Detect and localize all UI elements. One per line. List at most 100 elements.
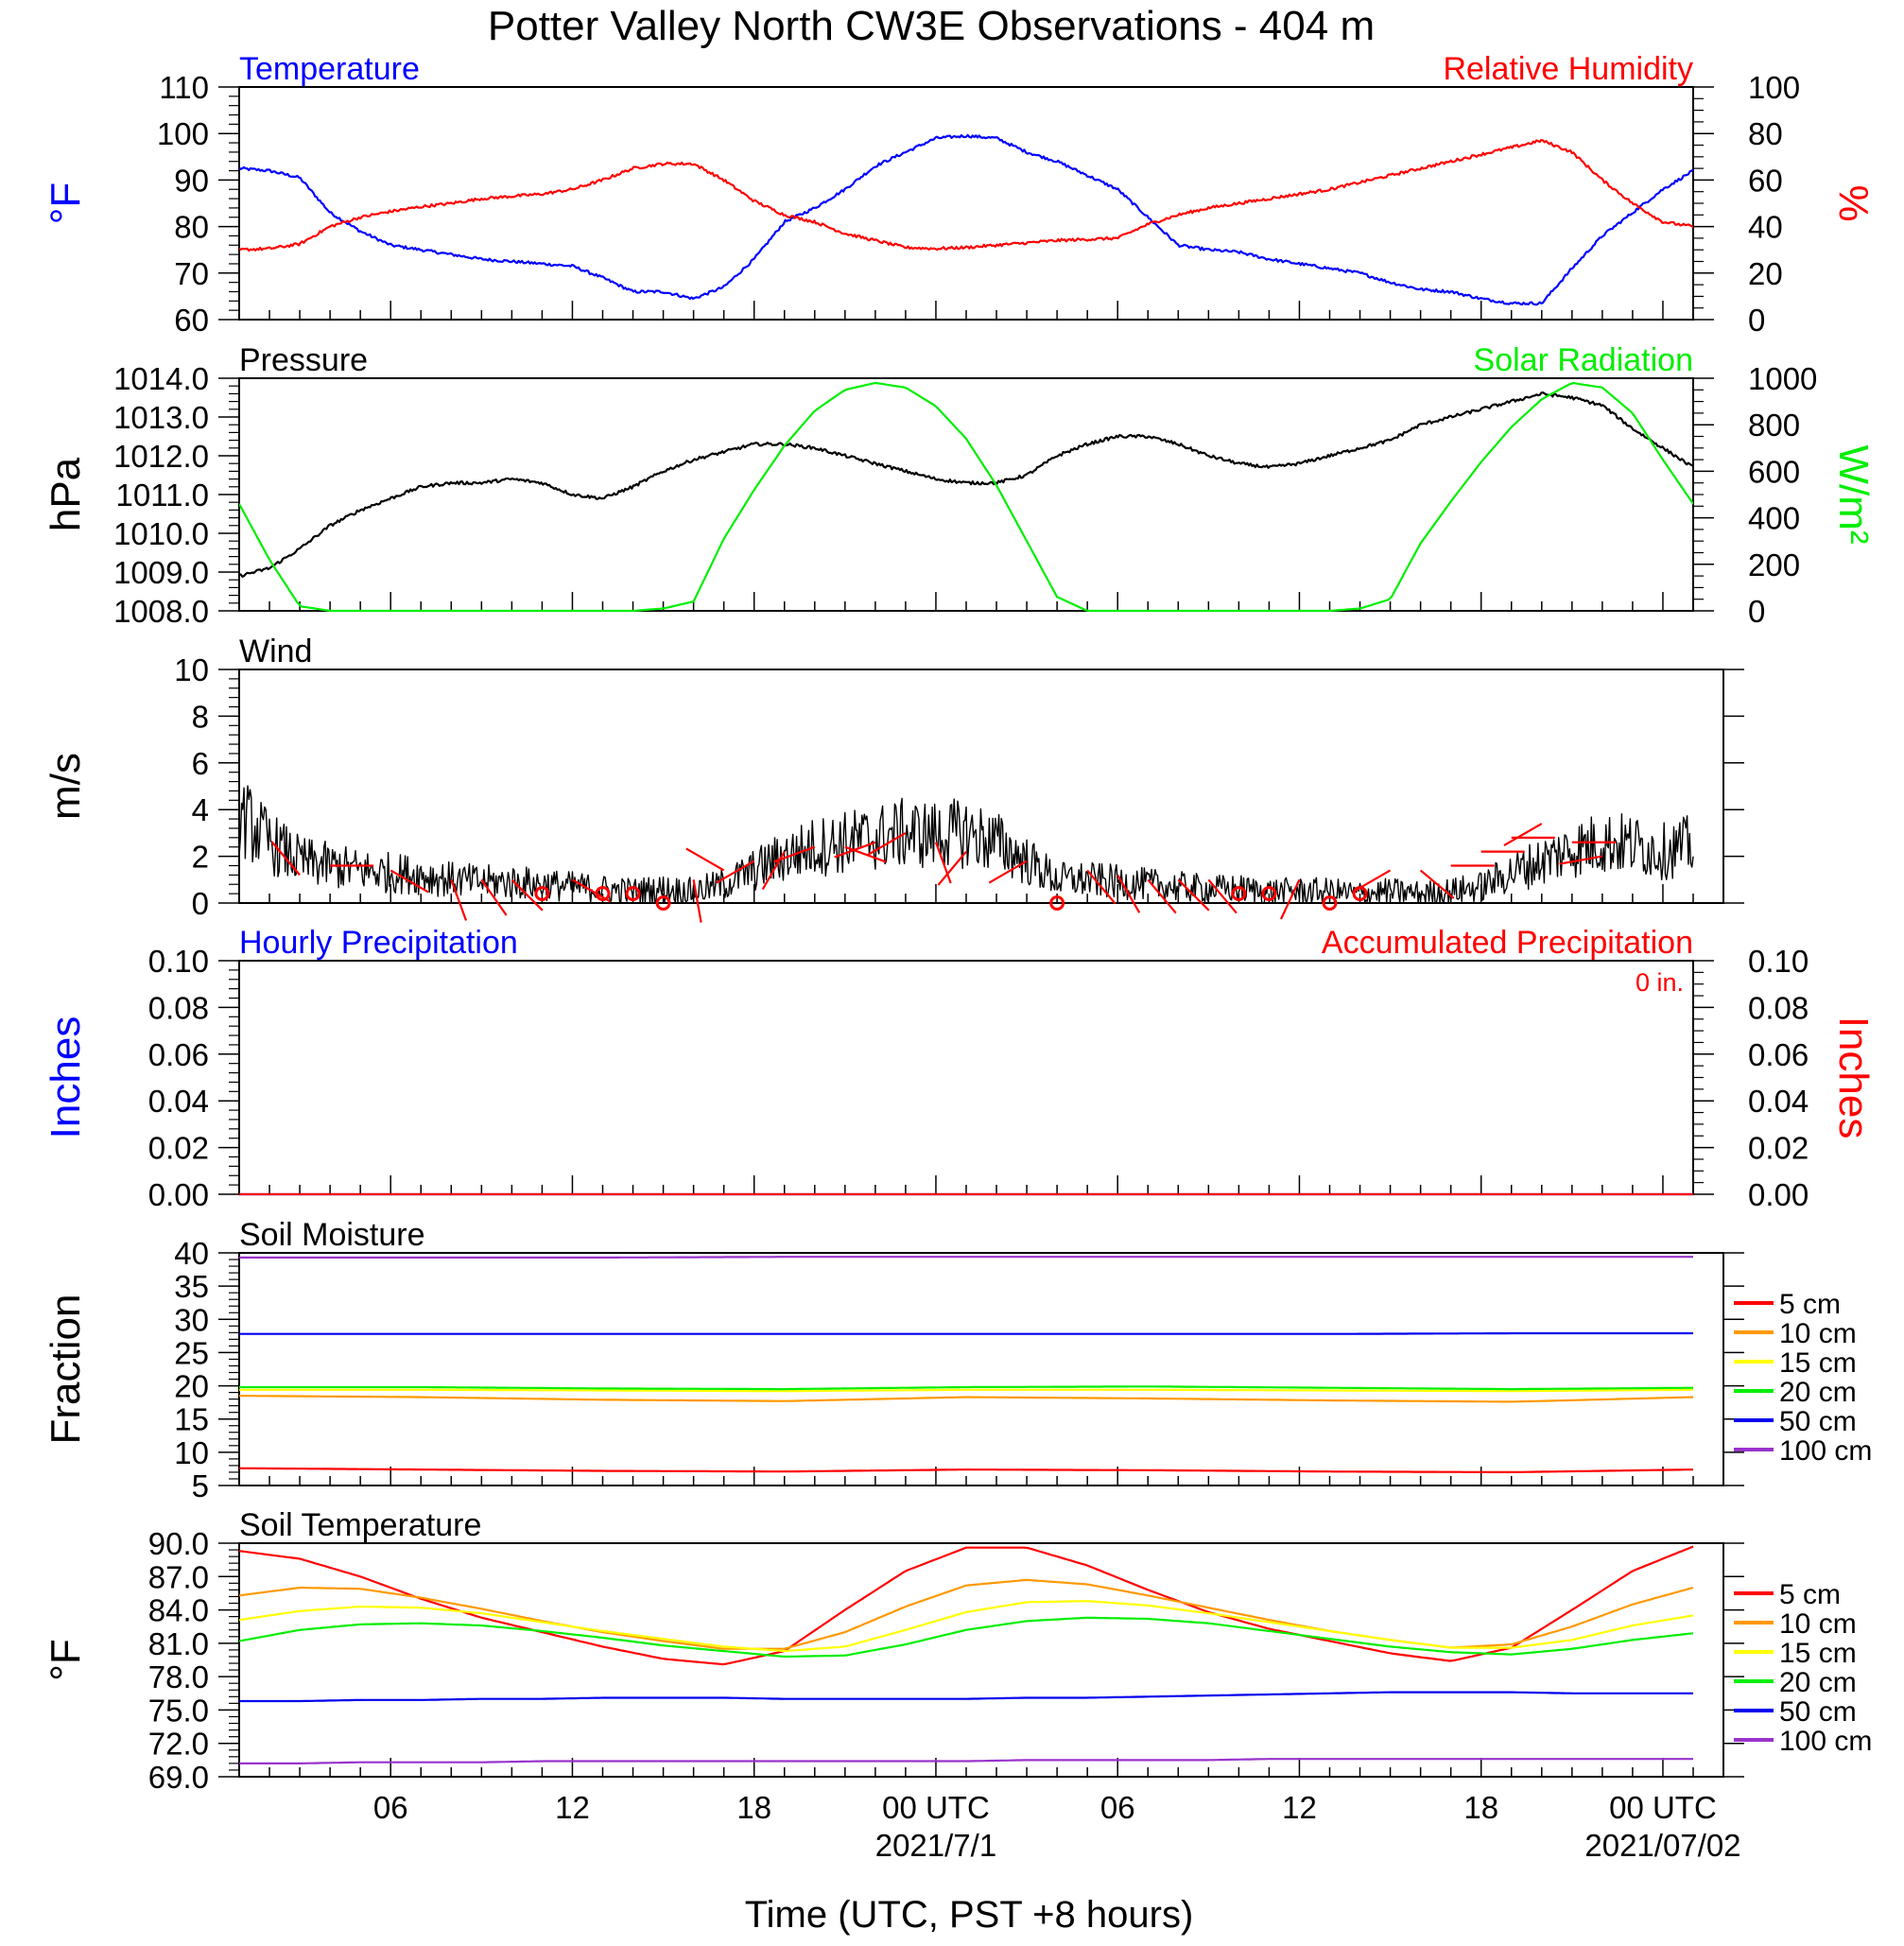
y-axis-label-right: W/m² [1830, 444, 1877, 544]
legend-label: 10 cm [1779, 1608, 1857, 1640]
y-tick-label-left: 80 [174, 210, 209, 245]
wind-barb [1207, 878, 1238, 914]
figure-title: Potter Valley North CW3E Observations - … [488, 3, 1375, 49]
legend-label: 20 cm [1779, 1667, 1857, 1698]
panel-title-left: Temperature [239, 51, 420, 87]
wind-barb [1280, 878, 1301, 920]
y-tick-label-left: 78.0 [148, 1659, 209, 1694]
wind-barb [934, 842, 952, 884]
legend-item: 10 cm [1734, 1608, 1857, 1640]
wind-barb [480, 878, 508, 916]
panel-title-right: Accumulated Precipitation [1322, 925, 1693, 961]
legend-label: 100 cm [1779, 1435, 1872, 1467]
calm-wind-circle [1352, 886, 1368, 901]
panel-temp_rh: 60 70 80 90 100 110 0 20 40 60 80 100 Temperature Rel… [43, 51, 1877, 338]
wind-barb [450, 878, 468, 921]
y-tick-label-right: 0.10 [1748, 944, 1809, 979]
y-tick-label-left: 10 [174, 652, 209, 687]
y-tick-label-right: 0.00 [1748, 1177, 1809, 1212]
x-tick-label: 12 [1282, 1790, 1317, 1825]
panel-soil_temp: 69.072.075.078.081.084.087.090.0 Soil Tem… [43, 1507, 1872, 1863]
y-tick-label-left: 1013.0 [113, 400, 209, 435]
calm-wind-circle [1231, 886, 1247, 901]
y-tick-label-right: 80 [1748, 116, 1783, 151]
y-axis-label-left: hPa [43, 457, 89, 531]
wind-barb [571, 878, 611, 903]
x-tick-label: 18 [1463, 1790, 1498, 1825]
series-line-100cm [239, 1758, 1693, 1765]
wind-barb [988, 860, 1028, 884]
y-axis-label-left: °F [43, 182, 89, 224]
calm-wind-circle [655, 895, 671, 911]
y-tick-label-right: 60 [1748, 163, 1783, 198]
legend-item: 5 cm [1734, 1579, 1841, 1610]
y-tick-label-left: 1008.0 [113, 594, 209, 629]
wind-barb [1086, 869, 1116, 905]
x-tick-label: 06 [373, 1790, 408, 1825]
legend-label: 5 cm [1779, 1289, 1841, 1320]
x-date-label: 2021/7/1 [875, 1828, 996, 1863]
plot-area [239, 133, 1693, 306]
series-line-50cm [239, 1331, 1693, 1335]
series-line-10cm [239, 1394, 1694, 1403]
series-line-1 [239, 381, 1693, 613]
legend-item: 15 cm [1734, 1638, 1857, 1669]
y-tick-label-left: 6 [192, 746, 209, 781]
y-tick-label-right: 0 [1748, 594, 1765, 629]
y-tick-label-left: 1010.0 [113, 516, 209, 551]
wind-barb [937, 850, 967, 886]
series-line-15cm [239, 1600, 1694, 1653]
y-axis-label-right: % [1830, 184, 1877, 221]
y-tick-label-right: 400 [1748, 501, 1800, 536]
legend-item: 20 cm [1734, 1377, 1857, 1408]
series-line-20cm [239, 1616, 1694, 1659]
series-line-5cm [239, 1467, 1694, 1474]
y-tick-label-right: 0.08 [1748, 990, 1809, 1025]
plot-frame [238, 1252, 1724, 1486]
series-line-0 [239, 391, 1693, 578]
y-tick-label-left: 81.0 [148, 1626, 209, 1661]
y-tick-label-right: 0.06 [1748, 1037, 1809, 1072]
calm-wind-circle [1261, 886, 1277, 901]
x-tick-label: 12 [555, 1790, 590, 1825]
y-tick-label-left: 10 [174, 1435, 209, 1470]
plot-area [239, 381, 1693, 613]
x-tick-label: 00 UTC [882, 1790, 990, 1825]
x-date-label: 2021/07/02 [1584, 1828, 1740, 1863]
y-tick-label-right: 100 [1748, 70, 1800, 105]
y-tick-label-right: 1000 [1748, 361, 1817, 396]
y-tick-label-left: 0 [192, 886, 209, 921]
y-tick-label-left: 72.0 [148, 1727, 209, 1762]
wind-barb [692, 879, 702, 923]
plot-frame [238, 377, 1694, 612]
y-tick-label-right: 0.02 [1748, 1131, 1809, 1166]
y-axis-label-left: °F [43, 1639, 89, 1680]
legend-item: 20 cm [1734, 1667, 1857, 1698]
y-tick-label-left: 0.00 [148, 1177, 209, 1212]
panel-wind: 0 2 4 6 8 10 Wind m/s [43, 634, 1744, 923]
y-tick-label-left: 1012.0 [113, 439, 209, 474]
legend-item: 100 cm [1734, 1726, 1872, 1757]
series-line-10cm [239, 1578, 1694, 1650]
y-tick-label-left: 1009.0 [113, 555, 209, 590]
legend-item: 50 cm [1734, 1406, 1857, 1437]
wind-barb [834, 841, 876, 859]
x-tick-label: 00 UTC [1609, 1790, 1717, 1825]
calm-wind-circle [625, 886, 641, 901]
legend-item: 50 cm [1734, 1696, 1857, 1728]
y-tick-label-left: 0.02 [148, 1131, 209, 1166]
x-axis-label: Time (UTC, PST +8 hours) [745, 1894, 1194, 1936]
wind-barb [761, 851, 786, 891]
series-line-0 [239, 133, 1693, 306]
wind-barb [270, 841, 301, 877]
y-tick-label-left: 1014.0 [113, 361, 209, 396]
wind-barb [1147, 878, 1177, 914]
y-tick-label-left: 40 [174, 1236, 209, 1271]
y-tick-label-left: 35 [174, 1269, 209, 1304]
wind-barb [773, 845, 816, 863]
y-tick-label-right: 600 [1748, 454, 1800, 489]
calm-wind-circle [534, 886, 550, 901]
